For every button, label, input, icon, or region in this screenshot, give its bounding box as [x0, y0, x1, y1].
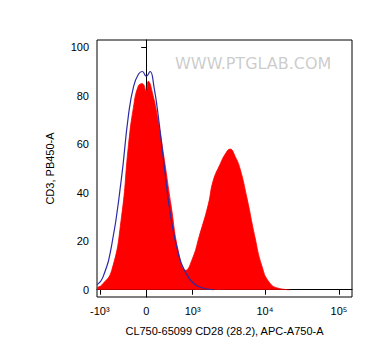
svg-text:60: 60 [77, 138, 89, 150]
svg-text:WWW.PTGLAB.COM: WWW.PTGLAB.COM [175, 54, 331, 73]
svg-text:0: 0 [143, 305, 149, 317]
svg-text:10⁴: 10⁴ [256, 305, 273, 317]
svg-text:-10³: -10³ [90, 305, 110, 317]
svg-text:0: 0 [83, 284, 89, 296]
svg-text:100: 100 [71, 41, 89, 53]
svg-text:40: 40 [77, 187, 89, 199]
svg-text:10⁵: 10⁵ [331, 305, 348, 317]
svg-text:CD3, PB450-A: CD3, PB450-A [44, 132, 56, 205]
svg-text:CL750-65099 CD28 (28.2), APC-A: CL750-65099 CD28 (28.2), APC-A750-A [125, 325, 324, 337]
svg-text:10³: 10³ [185, 305, 201, 317]
svg-text:20: 20 [77, 235, 89, 247]
svg-text:80: 80 [77, 90, 89, 102]
